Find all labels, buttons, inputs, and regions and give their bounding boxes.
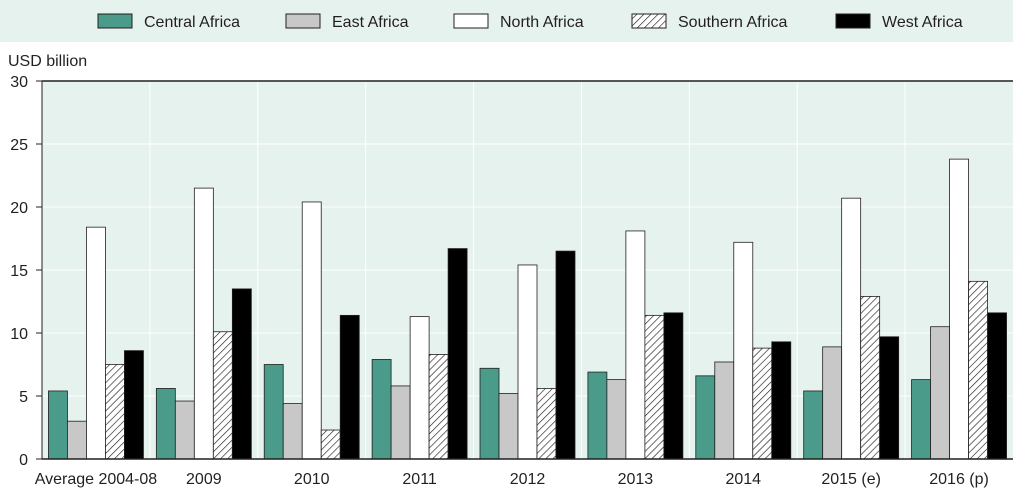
bar	[390, 385, 411, 460]
x-tick-label: 2011	[402, 471, 437, 488]
legend-label: West Africa	[882, 14, 963, 31]
x-tick-label: 2013	[618, 471, 654, 488]
bar	[339, 314, 360, 460]
legend-swatch	[631, 13, 667, 29]
legend: Central Africa East Africa North Africa Sou…	[97, 13, 963, 31]
legend-label: Central Africa	[144, 14, 240, 31]
y-tick-label: 0	[19, 452, 28, 469]
x-tick-label: 2014	[725, 471, 761, 488]
bar	[587, 371, 608, 460]
bar	[447, 248, 468, 460]
bar	[625, 230, 646, 460]
y-tick-label: 20	[10, 200, 28, 217]
bar	[644, 314, 665, 460]
bar	[498, 393, 519, 460]
bar	[771, 341, 792, 460]
bar	[714, 361, 735, 460]
bar	[212, 331, 233, 460]
y-axis-title: USD billion	[8, 53, 87, 70]
bar	[105, 364, 125, 460]
legend-label: East Africa	[332, 14, 409, 31]
bar	[930, 326, 950, 460]
bar	[841, 197, 862, 460]
bar	[733, 241, 754, 460]
legend-label: North Africa	[500, 14, 584, 31]
bar	[479, 367, 500, 460]
legend-swatch	[453, 13, 489, 29]
bar	[968, 280, 988, 460]
axes	[36, 80, 1013, 460]
bar	[428, 354, 449, 460]
bar	[536, 388, 557, 460]
bar	[987, 312, 1007, 460]
bar	[879, 336, 900, 460]
bar	[803, 390, 824, 460]
legend-swatch	[285, 13, 321, 29]
bar	[193, 187, 214, 460]
bar	[752, 347, 773, 460]
bar	[517, 264, 538, 460]
bar	[695, 375, 716, 460]
bar	[822, 346, 843, 460]
bar	[409, 316, 430, 460]
bar	[86, 226, 106, 460]
bar	[124, 350, 144, 460]
legend-swatch	[835, 13, 871, 29]
x-tick-label: 2010	[294, 471, 330, 488]
y-tick-labels: 0 5 10 15 20 25 30	[10, 74, 28, 469]
y-tick-label: 30	[10, 74, 28, 91]
y-tick-label: 10	[10, 326, 28, 343]
x-tick-labels: Average 2004-08 2009 2010 2011 2012 2013 2014 2…	[35, 471, 989, 488]
y-tick-label: 25	[10, 137, 28, 154]
bars	[48, 158, 1007, 460]
bar	[48, 390, 68, 460]
x-tick-label: 2009	[186, 471, 222, 488]
bar	[949, 158, 969, 460]
legend-label: Southern Africa	[678, 14, 788, 31]
bar	[231, 288, 252, 460]
bar	[320, 429, 341, 460]
x-tick-label: 2015 (e)	[821, 471, 881, 488]
x-tick-label: 2016 (p)	[929, 471, 989, 488]
bar	[663, 312, 684, 460]
bar	[67, 420, 87, 460]
y-tick-label: 15	[10, 263, 28, 280]
bar	[860, 296, 881, 460]
bar	[174, 400, 195, 460]
bar	[911, 379, 931, 460]
bar	[301, 201, 322, 460]
x-tick-label: Average 2004-08	[35, 471, 158, 488]
legend-swatch	[97, 13, 133, 29]
bar	[282, 403, 303, 460]
bar	[263, 364, 284, 460]
x-tick-label: 2012	[510, 471, 546, 488]
bar	[371, 359, 392, 460]
bar	[555, 250, 576, 460]
bar	[606, 379, 627, 460]
bar	[155, 388, 176, 460]
y-tick-label: 5	[19, 389, 28, 406]
